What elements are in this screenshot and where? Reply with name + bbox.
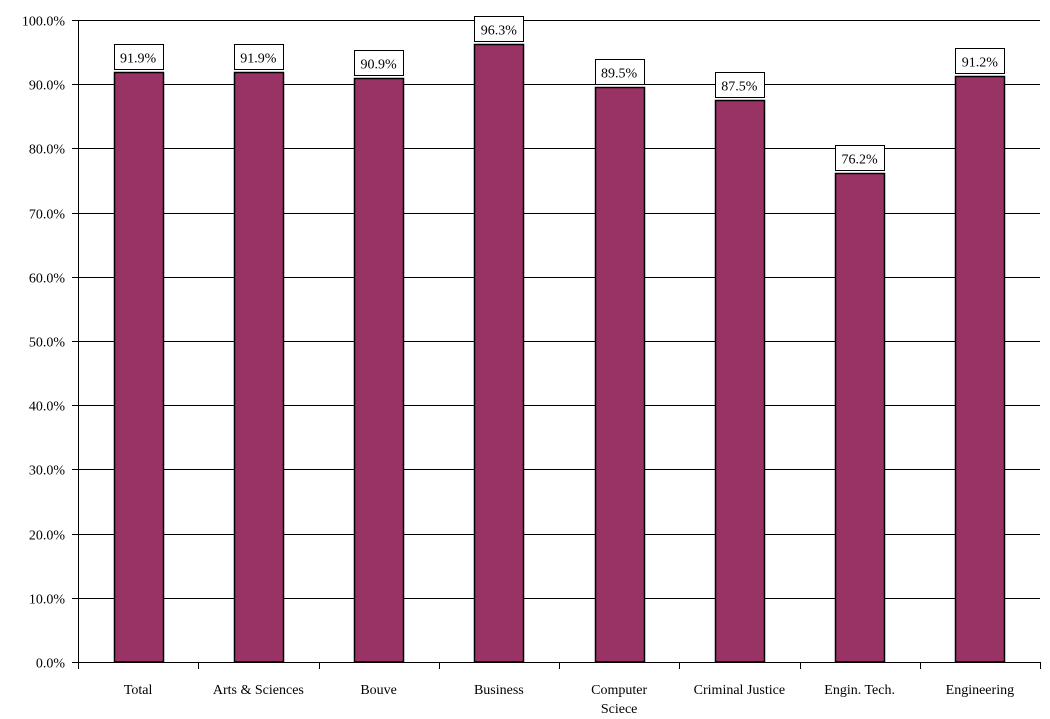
data-label-text: 91.9% <box>120 52 157 67</box>
x-category-label: Arts & Sciences <box>213 683 304 698</box>
data-label-box <box>835 145 885 171</box>
data-label: 91.2% <box>955 48 1005 74</box>
y-tick-label: 90.0% <box>29 79 66 94</box>
x-axis-category-labels: Total Arts & Sciences Bouve Business Compute… <box>124 683 1014 717</box>
x-category-label: Bouve <box>360 683 397 698</box>
bar <box>233 71 285 663</box>
data-label-box <box>715 72 765 98</box>
data-label-text: 87.5% <box>721 80 758 95</box>
bar <box>353 77 405 663</box>
bars <box>113 43 1006 663</box>
data-label-text: 91.2% <box>962 56 999 71</box>
data-label-text: 90.9% <box>361 58 398 73</box>
bar <box>714 99 766 663</box>
x-category-label: Total <box>124 683 153 698</box>
y-tick-label: 80.0% <box>29 143 66 158</box>
x-category-label: Business <box>474 683 524 698</box>
data-label-box <box>955 48 1005 74</box>
data-label: 76.2% <box>835 145 885 171</box>
data-label: 91.9% <box>114 44 164 70</box>
y-tick-label: 30.0% <box>29 464 66 479</box>
data-label-text: 96.3% <box>481 24 518 39</box>
bar <box>113 71 165 663</box>
data-label-text: 76.2% <box>842 153 879 168</box>
data-label-box <box>474 16 524 42</box>
bar <box>473 43 525 663</box>
bar <box>954 75 1006 663</box>
y-tick-label: 20.0% <box>29 529 66 544</box>
y-tick-label: 10.0% <box>29 593 66 608</box>
data-label: 96.3% <box>474 16 524 42</box>
gridlines <box>78 20 1040 599</box>
data-labels: 91.9% 91.9% 90.9% 96.3% 89.5% 87.5% 76.2% 91.2% <box>114 16 1005 171</box>
x-category-label: Criminal Justice <box>694 683 785 698</box>
y-tick-label: 40.0% <box>29 400 66 415</box>
data-label-box <box>234 44 284 70</box>
axes <box>72 20 1041 669</box>
x-category-label: Computer <box>591 683 647 698</box>
data-label: 91.9% <box>234 44 284 70</box>
y-tick-label: 70.0% <box>29 208 66 223</box>
data-label: 90.9% <box>354 50 404 76</box>
data-label-box <box>114 44 164 70</box>
y-tick-label: 100.0% <box>22 15 66 30</box>
x-category-label: Engin. Tech. <box>824 683 895 698</box>
bar <box>834 172 886 663</box>
x-category-label: Engineering <box>946 683 1014 698</box>
y-axis-tick-labels: 0.0% 10.0% 20.0% 30.0% 40.0% 50.0% 60.0% 70.0% 8… <box>22 15 66 672</box>
y-tick-label: 60.0% <box>29 272 66 287</box>
data-label-text: 89.5% <box>601 67 638 82</box>
data-label: 87.5% <box>715 72 765 98</box>
y-tick-label: 50.0% <box>29 336 66 351</box>
bar <box>594 86 646 663</box>
data-label-text: 91.9% <box>240 52 277 67</box>
data-label: 89.5% <box>595 59 645 85</box>
x-category-label: Sciece <box>601 702 638 717</box>
data-label-box <box>354 50 404 76</box>
y-tick-label: 0.0% <box>36 657 66 672</box>
data-label-box <box>595 59 645 85</box>
